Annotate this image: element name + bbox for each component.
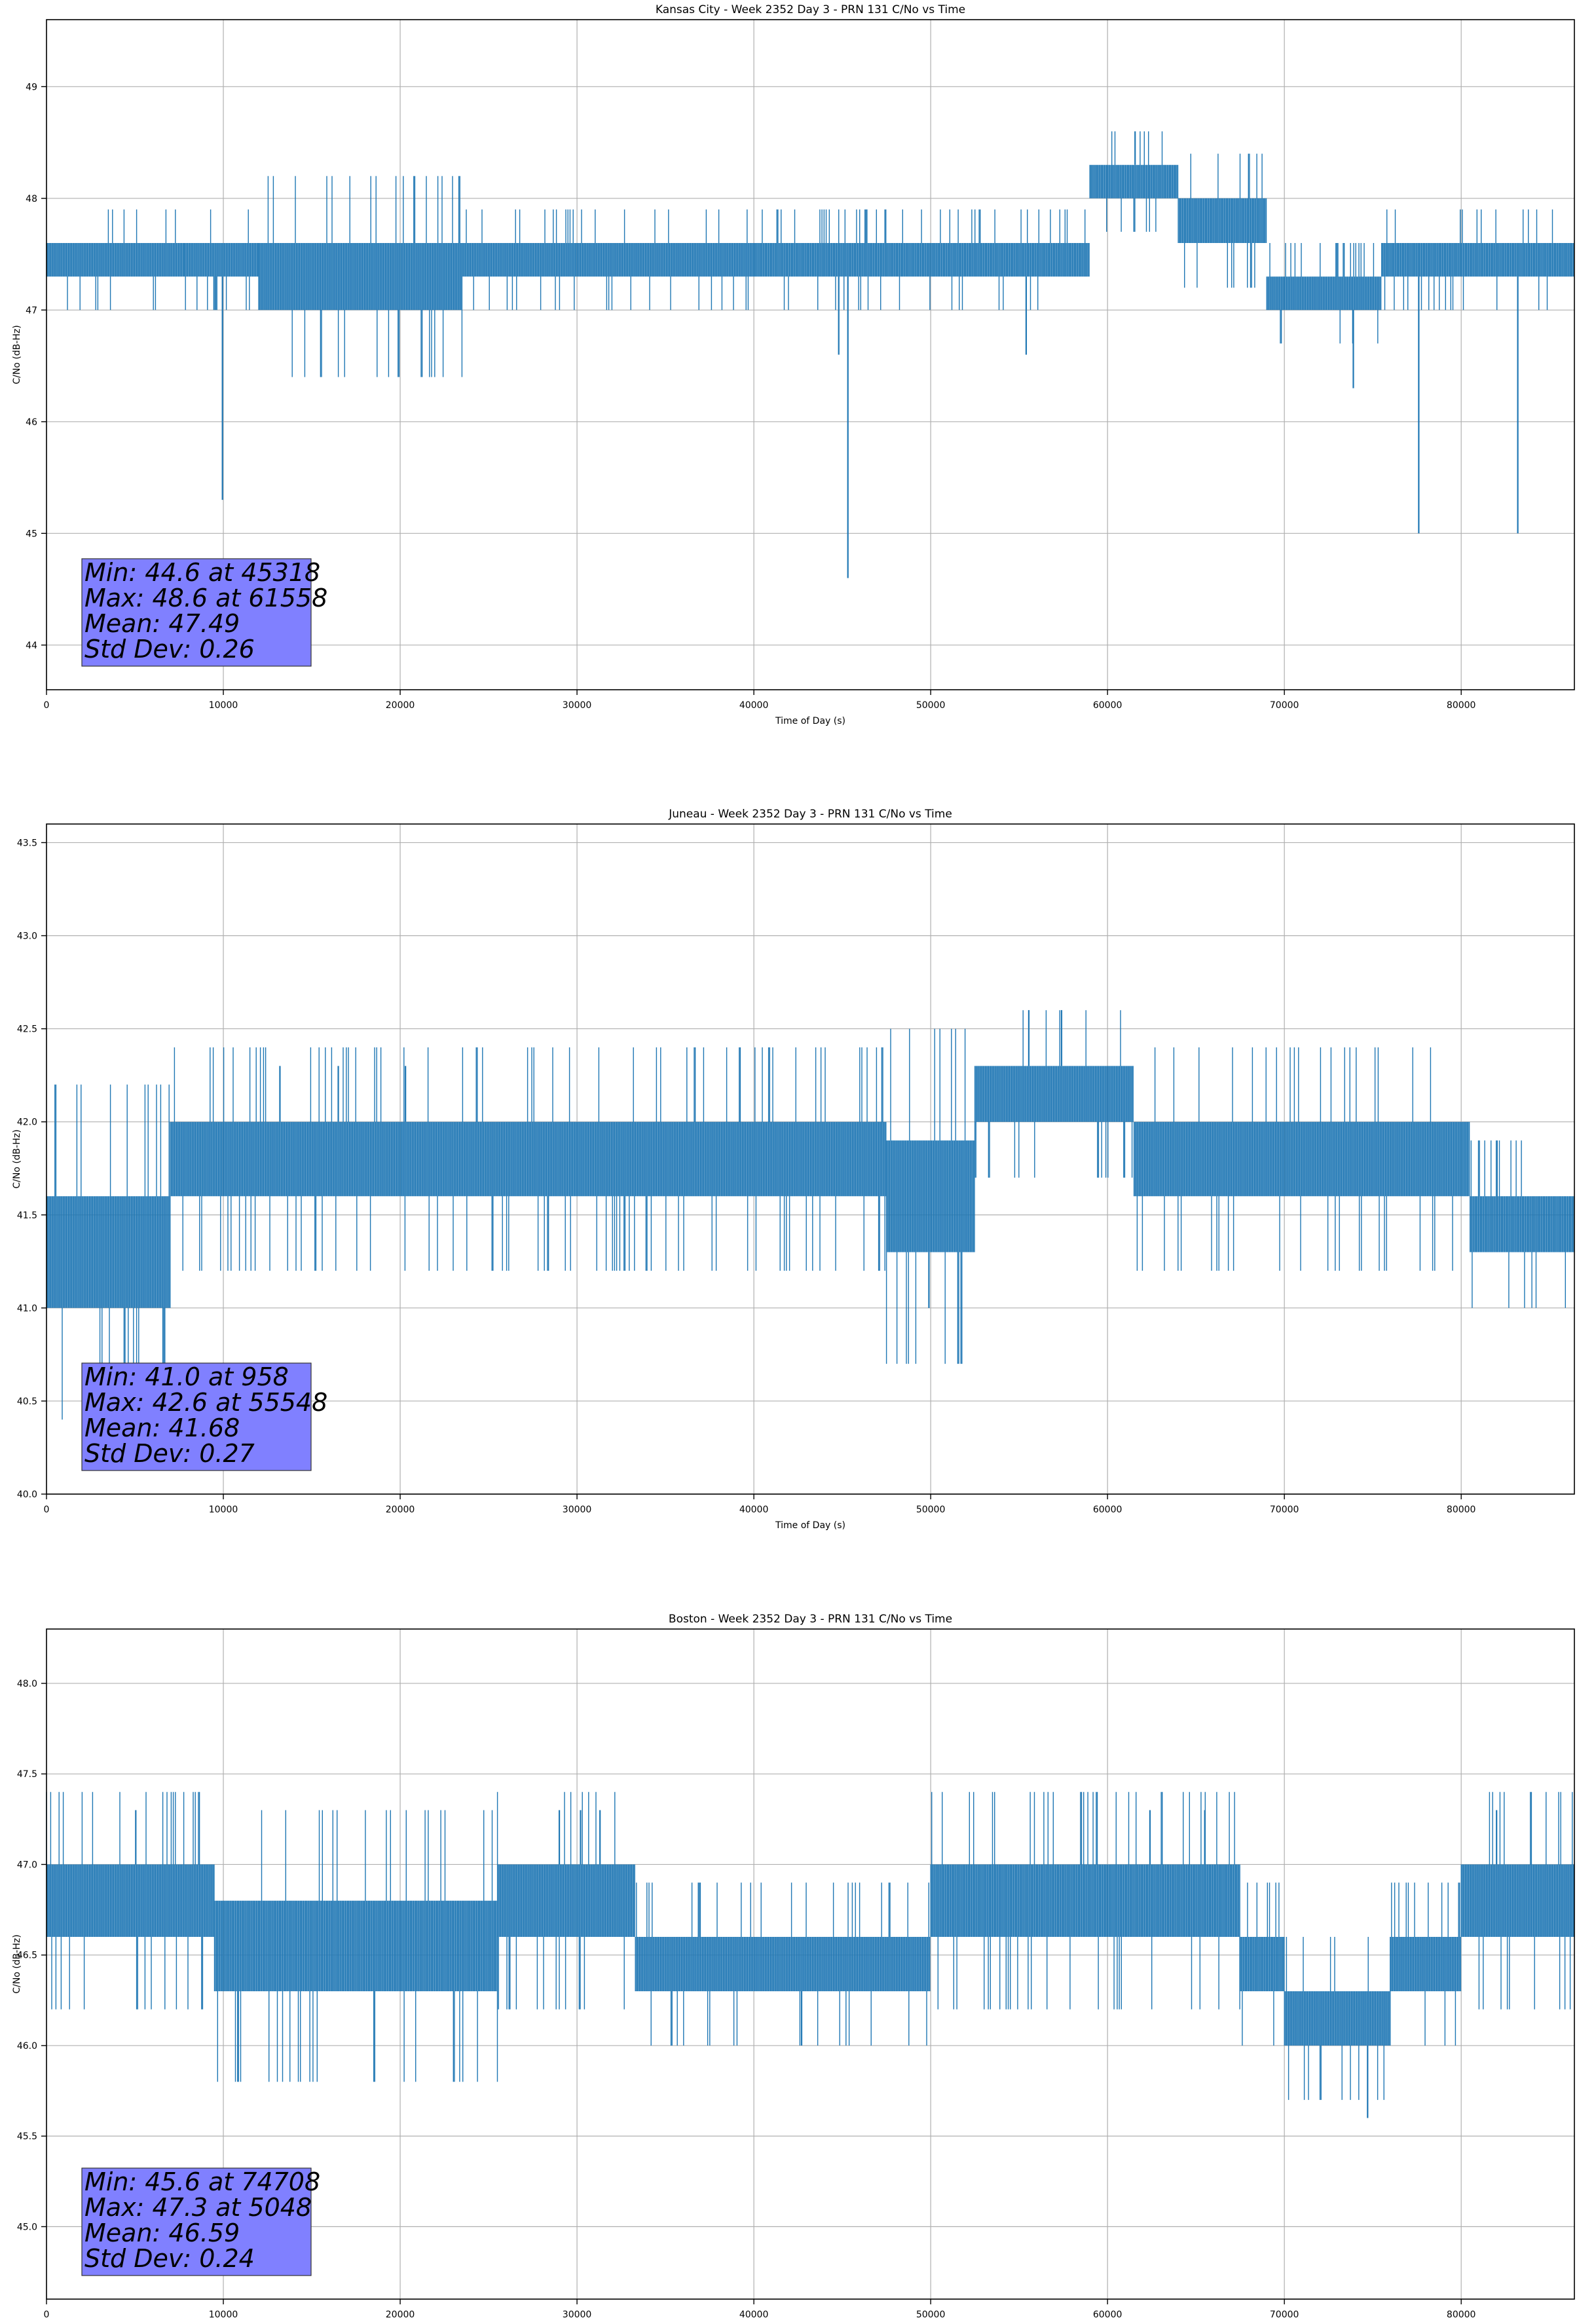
y-tick-label: 41.5 — [17, 1210, 37, 1221]
y-tick-label: 46 — [26, 417, 37, 428]
chart-panel-3: 0 10000 20000 30000 40000 50000 60000 70000 8000… — [12, 1613, 1575, 2320]
stats-std: Std Dev: 0.27 — [84, 1439, 255, 1468]
y-axis-label: C/No (dB-Hz) — [12, 1934, 22, 1993]
x-tick-label: 60000 — [1093, 700, 1122, 711]
stats-std: Std Dev: 0.26 — [84, 635, 255, 664]
y-tick-label: 44 — [26, 641, 37, 651]
x-tick-label: 0 — [44, 1505, 50, 1515]
y-tick-label: 45 — [26, 529, 37, 539]
x-tick-label: 80000 — [1447, 700, 1476, 711]
stats-max: Max: 47.3 at 5048 — [84, 2193, 312, 2222]
x-tick-label: 40000 — [739, 700, 769, 711]
stats-min: Min: 41.0 at 958 — [84, 1362, 289, 1391]
chart-title: Juneau - Week 2352 Day 3 - PRN 131 C/No … — [668, 808, 952, 821]
chart-panel-2: 0 10000 20000 30000 40000 50000 60000 70000 8000… — [12, 808, 1575, 1531]
y-tick-label: 49 — [26, 82, 37, 92]
x-axis-label: Time of Day (s) — [775, 1520, 845, 1531]
x-tick-label: 0 — [44, 700, 50, 711]
y-tick-label: 45.5 — [17, 2131, 37, 2142]
y-tick-label: 42.5 — [17, 1024, 37, 1035]
y-tick-label: 45.0 — [17, 2222, 37, 2232]
chart-title: Kansas City - Week 2352 Day 3 - PRN 131 … — [656, 3, 965, 16]
y-tick-label: 40.5 — [17, 1396, 37, 1407]
stats-max: Max: 42.6 at 55548 — [84, 1388, 327, 1417]
x-tick-label: 80000 — [1447, 1505, 1476, 1515]
x-tick-label: 30000 — [563, 1505, 592, 1515]
stats-box — [81, 1362, 312, 1471]
x-tick-label: 70000 — [1270, 1505, 1299, 1515]
stats-box — [81, 2167, 312, 2276]
x-tick-label: 0 — [44, 2310, 50, 2320]
x-tick-label: 60000 — [1093, 2310, 1122, 2320]
axes-frame — [46, 1628, 1575, 2300]
y-tick-label: 47 — [26, 305, 37, 316]
x-tick-label: 50000 — [916, 700, 946, 711]
stats-max: Max: 48.6 at 61558 — [84, 584, 327, 612]
x-tick-label: 20000 — [386, 700, 415, 711]
x-axis-label: Time of Day (s) — [775, 716, 845, 726]
x-tick-label: 20000 — [386, 1505, 415, 1515]
x-tick-label: 50000 — [916, 1505, 946, 1515]
x-tick-label: 70000 — [1270, 700, 1299, 711]
y-tick-label: 43.0 — [17, 931, 37, 942]
chart-title: Boston - Week 2352 Day 3 - PRN 131 C/No … — [669, 1613, 952, 1626]
x-tick-label: 30000 — [563, 700, 592, 711]
x-tick-label: 30000 — [563, 2310, 592, 2320]
x-tick-label: 40000 — [739, 2310, 769, 2320]
x-tick-label: 40000 — [739, 1505, 769, 1515]
data-series — [46, 1791, 1575, 2118]
y-tick-label: 43.5 — [17, 838, 37, 848]
y-tick-label: 48.0 — [17, 1679, 37, 1689]
x-tick-label: 50000 — [916, 2310, 946, 2320]
y-tick-label: 40.0 — [17, 1490, 37, 1500]
stats-min: Min: 45.6 at 74708 — [84, 2167, 320, 2196]
stats-mean: Mean: 41.68 — [84, 1414, 240, 1442]
chart-panel-1: 0 10000 20000 30000 40000 50000 60000 70000 8000… — [12, 3, 1575, 726]
x-tick-label: 60000 — [1093, 1505, 1122, 1515]
x-tick-label: 10000 — [209, 700, 238, 711]
axes-frame — [46, 823, 1575, 1495]
axes-frame — [46, 19, 1575, 690]
y-axis-label: C/No (dB-Hz) — [12, 325, 22, 384]
y-tick-label: 41.0 — [17, 1303, 37, 1314]
x-tick-label: 10000 — [209, 2310, 238, 2320]
y-tick-label: 46.5 — [17, 1951, 37, 1961]
x-tick-label: 70000 — [1270, 2310, 1299, 2320]
y-axis-label: C/No (dB-Hz) — [12, 1129, 22, 1188]
x-tick-label: 10000 — [209, 1505, 238, 1515]
cno-band — [46, 1791, 1575, 2100]
stats-std: Std Dev: 0.24 — [84, 2244, 255, 2273]
stats-box — [81, 558, 312, 667]
y-tick-label: 46.0 — [17, 2041, 37, 2052]
y-tick-label: 47.0 — [17, 1860, 37, 1870]
y-tick-label: 47.5 — [17, 1769, 37, 1780]
stats-min: Min: 44.6 at 45318 — [84, 558, 320, 587]
stats-mean: Mean: 46.59 — [84, 2219, 240, 2247]
x-tick-label: 20000 — [386, 2310, 415, 2320]
y-tick-label: 42.0 — [17, 1117, 37, 1128]
stats-mean: Mean: 47.49 — [84, 609, 240, 638]
y-tick-label: 48 — [26, 194, 37, 204]
x-tick-label: 80000 — [1447, 2310, 1476, 2320]
cno-band — [46, 131, 1574, 377]
data-series — [46, 131, 1574, 578]
